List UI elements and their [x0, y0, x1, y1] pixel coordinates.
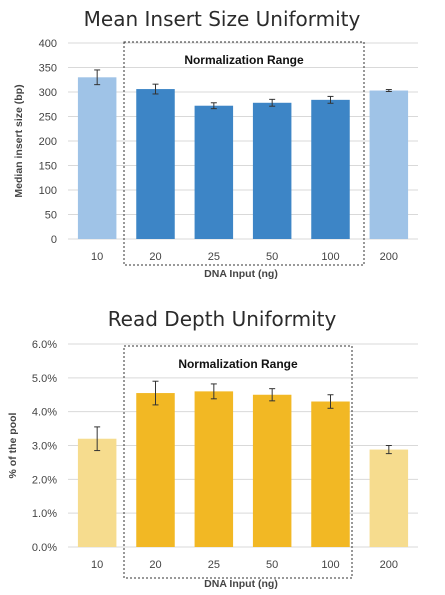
y-tick-label: 150 [39, 161, 57, 173]
y-tick-label: 2.0% [32, 474, 57, 486]
y-tick-label: 350 [39, 63, 57, 75]
bar [311, 401, 350, 547]
y-tick-label: 50 [45, 210, 57, 222]
y-tick-label: 4.0% [32, 407, 57, 419]
bar [369, 90, 409, 239]
y-tick-label: 0.0% [32, 542, 57, 554]
x-tick-label: 25 [208, 559, 220, 571]
x-tick-label: 50 [266, 559, 278, 571]
x-tick-label: 20 [149, 251, 161, 263]
y-tick-label: 100 [39, 185, 57, 197]
bar [194, 105, 234, 239]
insert-size-chart: Mean Insert Size Uniformity 0 50 100 150 200 2… [13, 7, 418, 280]
y-tick-label: 200 [39, 136, 57, 148]
bar [77, 438, 117, 547]
y-axis-title: % of the pool [7, 412, 19, 478]
normalization-range-label: Normalization Range [184, 53, 304, 67]
y-tick-label: 300 [39, 87, 57, 99]
chart-title: Mean Insert Size Uniformity [84, 7, 361, 31]
bar [136, 89, 175, 239]
y-tick-label: 250 [39, 112, 57, 124]
bar [136, 393, 175, 547]
bar [252, 394, 292, 547]
normalization-range-box [123, 345, 353, 579]
bar [77, 77, 117, 239]
normalization-range-label: Normalization Range [178, 357, 298, 371]
x-tick-label: 100 [321, 559, 339, 571]
x-tick-label: 10 [91, 559, 103, 571]
bar [194, 391, 234, 547]
bar [252, 102, 292, 239]
normalization-range-box [123, 41, 365, 266]
x-tick-label: 25 [208, 251, 220, 263]
x-tick-label: 200 [380, 251, 398, 263]
x-tick-label: 100 [321, 251, 339, 263]
chart-title: Read Depth Uniformity [108, 307, 337, 331]
y-tick-label: 3.0% [32, 441, 57, 453]
y-tick-label: 400 [39, 38, 57, 50]
x-tick-label: 10 [91, 251, 103, 263]
y-axis-title: Median insert size (bp) [13, 84, 25, 197]
read-depth-chart: Read Depth Uniformity 0.0% 1.0% 2.0% 3.0% 4.0… [7, 307, 418, 590]
y-tick-label: 6.0% [32, 339, 57, 351]
y-tick-label: 0 [51, 234, 57, 246]
y-tick-label: 5.0% [32, 373, 57, 385]
bar [369, 449, 409, 547]
x-axis-title: DNA Input (ng) [204, 268, 278, 280]
x-tick-label: 20 [149, 559, 161, 571]
y-tick-label: 1.0% [32, 508, 57, 520]
x-tick-label: 200 [380, 559, 398, 571]
x-tick-label: 50 [266, 251, 278, 263]
bar [311, 99, 350, 239]
x-axis-title: DNA Input (ng) [204, 578, 278, 590]
